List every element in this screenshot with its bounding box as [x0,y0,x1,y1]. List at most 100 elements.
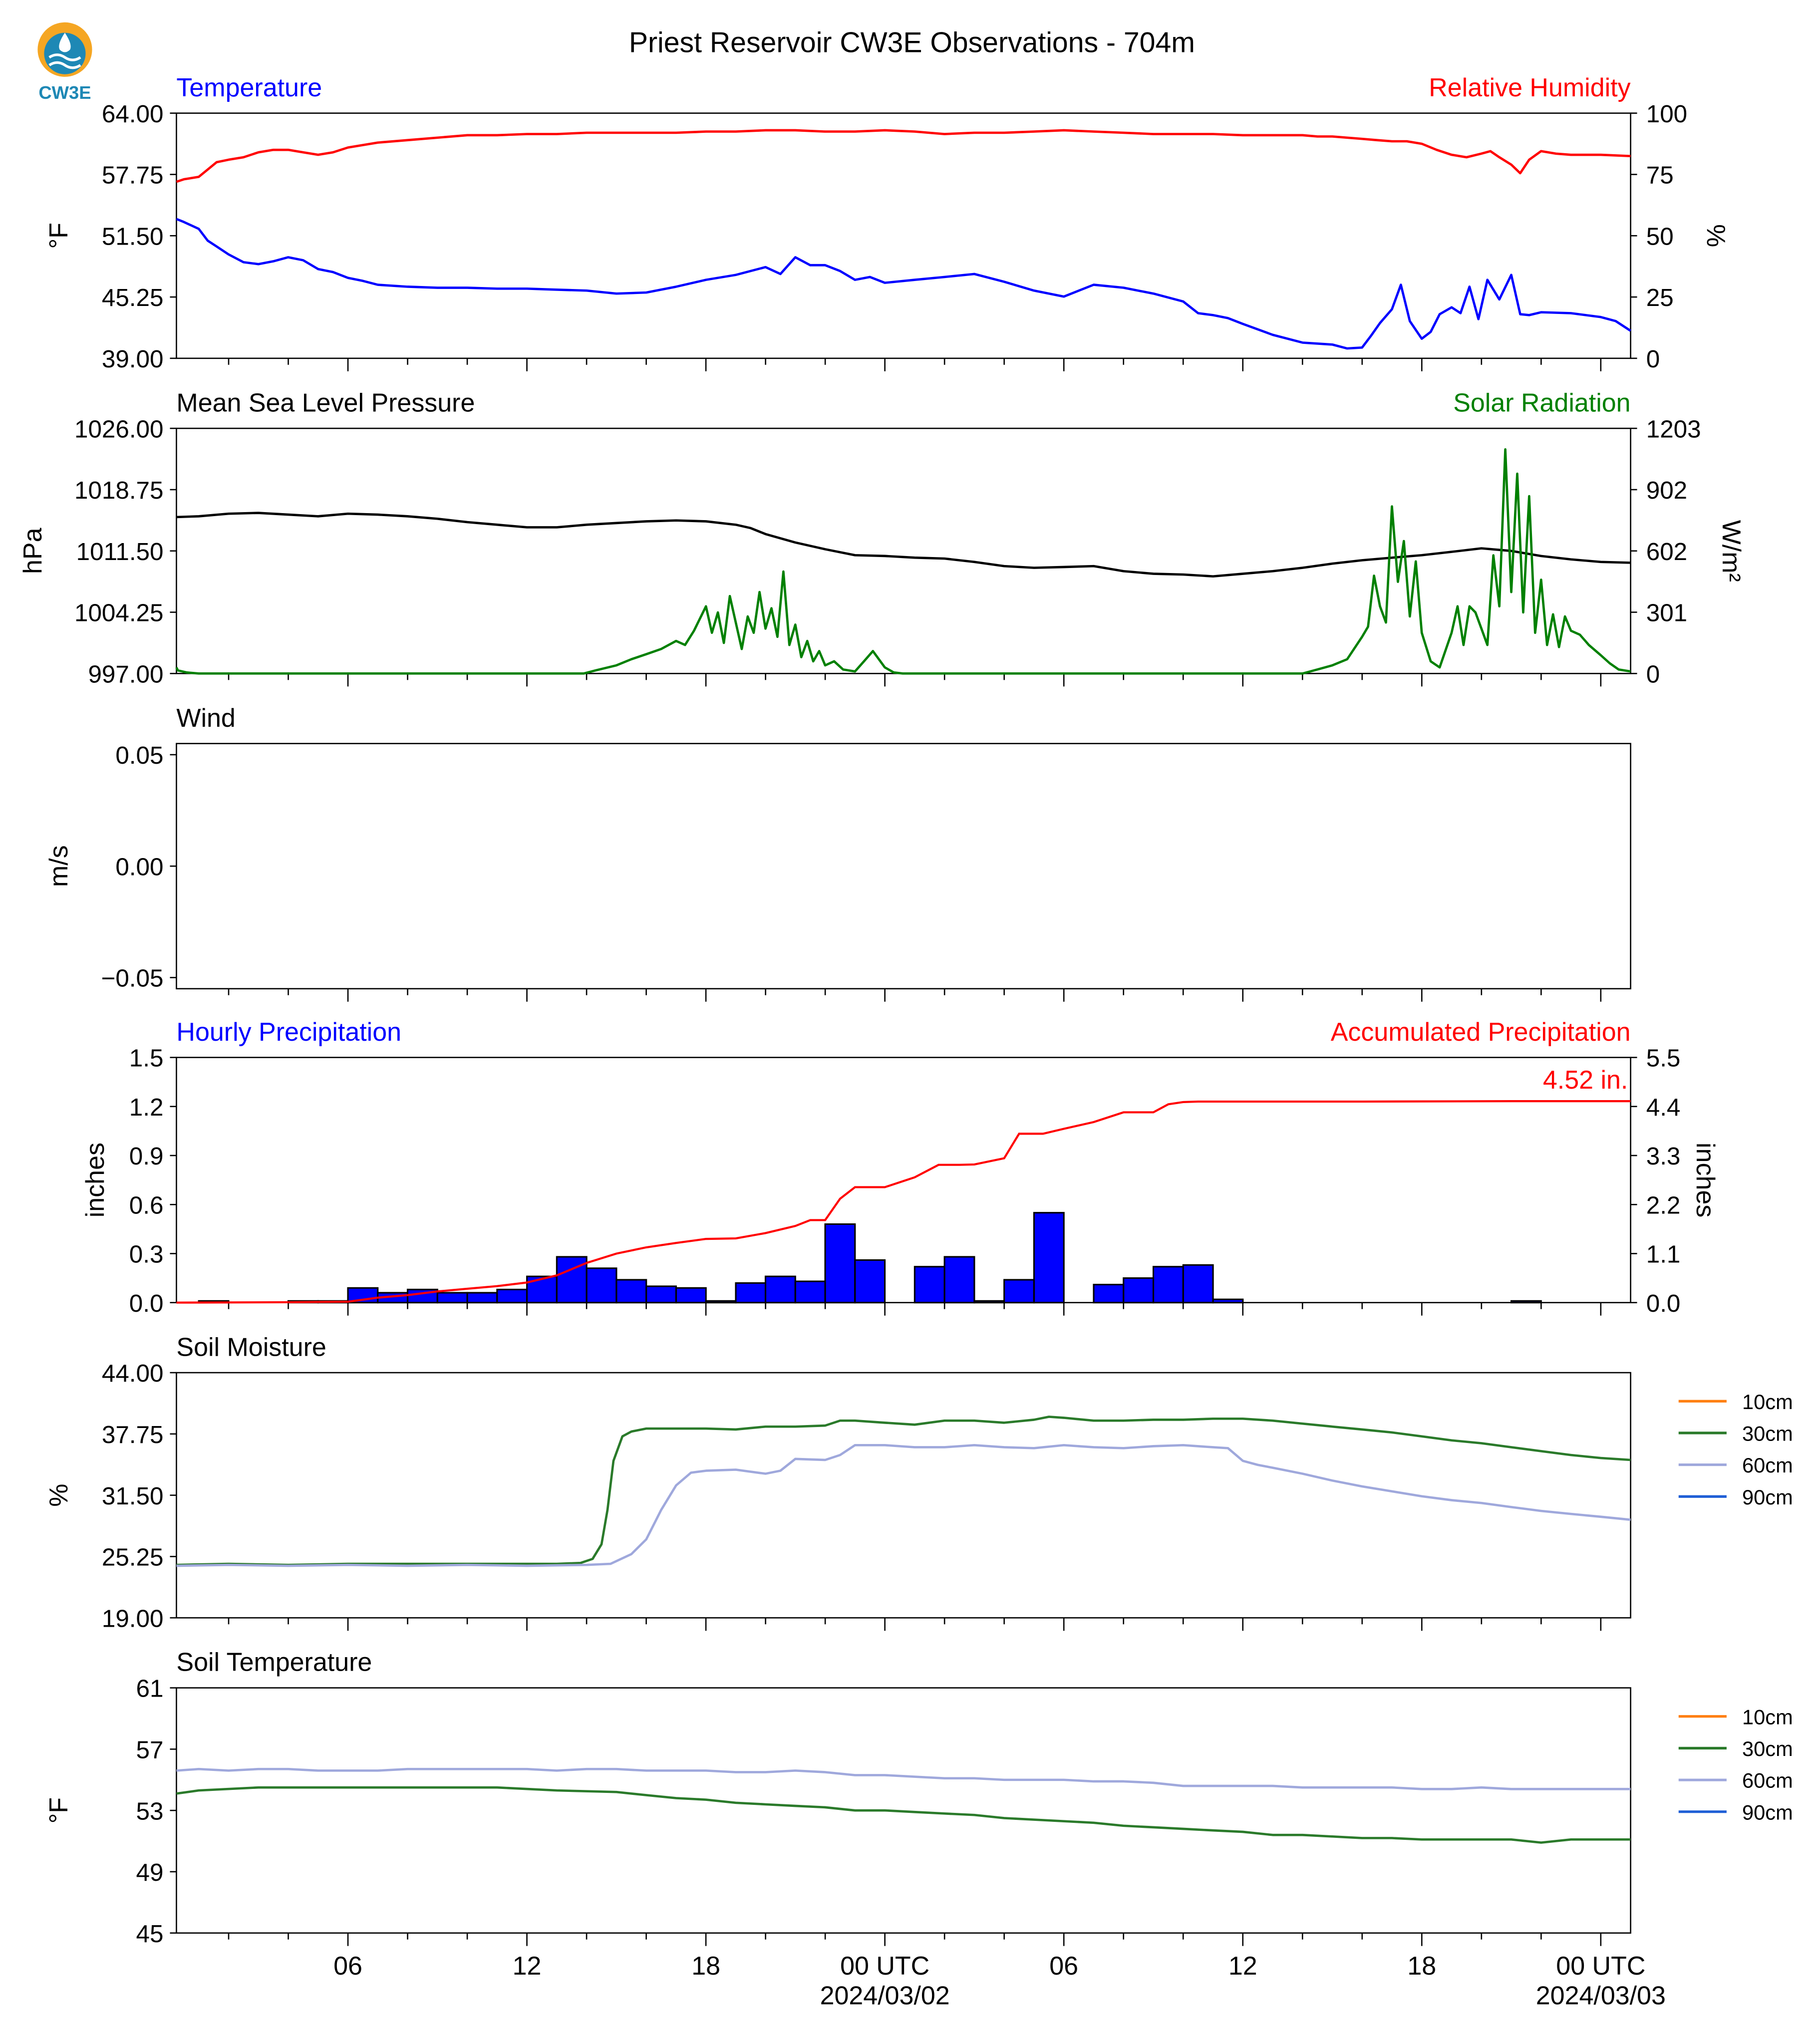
precip-bar [645,1285,677,1304]
y-axis-label-right: inches [1691,1143,1720,1217]
panel-temp_rh: Temperature Relative Humidity 39.00 45.25 51… [44,73,1730,373]
y-axis-label: m/s [44,845,73,887]
y-tick-label-right: 75 [1646,162,1674,189]
y-tick-label: 37.75 [102,1421,164,1449]
y-tick-label-right: 0 [1646,345,1660,373]
precip-bar [1003,1279,1035,1304]
panel-pressure_solar: Mean Sea Level Pressure Solar Radiation 99… [18,388,1746,688]
precip-bar [526,1275,558,1304]
x-tick-label: 06 [1049,1952,1078,1981]
y-tick-label: 0.0 [129,1290,164,1317]
x-tick-label: 18 [691,1952,720,1981]
legend-label-90cm: 90cm [1742,1800,1793,1824]
y-tick-label: 1004.25 [74,599,163,627]
precip-bar [913,1266,945,1304]
y-tick-label: 57.75 [102,162,164,189]
precip-bar [943,1256,975,1304]
y-tick-label: 31.50 [102,1482,164,1510]
legend-label-60cm: 60cm [1742,1453,1793,1477]
series-line-humidity [176,129,1631,183]
y-tick-label: 1018.75 [74,477,163,504]
y-tick-label-right: 100 [1646,100,1687,128]
y-tick-label-right: 4.4 [1646,1094,1681,1121]
y-tick-label-right: 25 [1646,284,1674,311]
y-tick-label: 61 [136,1675,164,1703]
x-tick-label: 00 UTC [840,1952,929,1981]
precip-bar [496,1288,528,1304]
y-tick-label: 45.25 [102,284,164,311]
precip-bar [1152,1266,1184,1304]
cw3e-logo: CW3E [37,22,92,103]
panel-precip: Hourly Precipitation Accumulated Precipit… [81,1018,1720,1317]
precip-bar [764,1275,796,1304]
y-tick-label: 53 [136,1797,164,1825]
panel-title-right: Accumulated Precipitation [1331,1018,1631,1047]
precip-bar [705,1300,737,1304]
y-tick-label: 0.05 [115,742,163,769]
legend-label-10cm: 10cm [1742,1705,1793,1729]
y-axis-label: °F [44,1797,73,1824]
precip-bar [1212,1298,1244,1304]
y-tick-label: 44.00 [102,1360,164,1387]
y-tick-label: 0.00 [115,853,163,880]
series-line-solar [175,448,1631,675]
y-axis-label: inches [81,1143,110,1217]
plot-frame [176,1057,1631,1304]
y-tick-label: 1.5 [129,1045,164,1072]
y-axis-label: % [44,1484,73,1507]
legend: 10cm 30cm 60cm 90cm [1678,1705,1793,1824]
accumulated-total-label: 4.52 in. [1543,1066,1628,1095]
precip-bar [675,1287,707,1304]
panel-title-left: Mean Sea Level Pressure [176,388,475,417]
panels: Temperature Relative Humidity 39.00 45.25 51… [18,73,1793,2011]
x-tick-label: 12 [513,1952,542,1981]
y-tick-label: 64.00 [102,100,164,128]
precip-bar [466,1292,498,1304]
precip-bar [794,1280,826,1304]
y-tick-label-right: 3.3 [1646,1143,1681,1170]
y-tick-label: 49 [136,1859,164,1886]
y-tick-label-right: 902 [1646,477,1687,504]
panel-title-left: Hourly Precipitation [176,1018,401,1047]
precip-bar [973,1300,1005,1304]
y-tick-label: 25.25 [102,1544,164,1571]
y-tick-label: 1011.50 [76,538,164,566]
y-tick-label: 0.3 [129,1241,164,1268]
logo-drop-icon [59,32,71,52]
series-line-60cm [176,1767,1631,1790]
series-line-30cm [176,1786,1631,1844]
y-axis-label: hPa [18,528,47,574]
precip-bar [854,1259,886,1304]
y-tick-label-right: 1.1 [1646,1241,1681,1268]
panel-soil_moisture: Soil Moisture 19.00 25.25 31.50 37.75 44.00% 1… [44,1333,1793,1632]
y-tick-label-right: 301 [1646,599,1687,627]
legend: 10cm 30cm 60cm 90cm [1678,1390,1793,1509]
series-line-30cm [176,1416,1631,1566]
precip-bar [436,1292,468,1304]
y-tick-label-right: 0 [1646,661,1660,688]
x-tick-label: 12 [1228,1952,1257,1981]
accumulated-precip-line [176,1100,1631,1304]
y-tick-label: 19.00 [102,1605,164,1632]
y-tick-label: 1.2 [129,1094,164,1121]
panel-wind: Wind −0.05 0.00 0.05 m/s [44,704,1631,1002]
panel-title-left: Temperature [176,73,322,102]
precip-bar [824,1223,856,1304]
x-date-label: 2024/03/03 [1536,1982,1666,2011]
logo-text: CW3E [38,82,91,103]
figure-title: Priest Reservoir CW3E Observations - 704… [629,27,1195,59]
legend-label-90cm: 90cm [1742,1485,1793,1509]
panel-title-left: Soil Temperature [176,1648,372,1677]
y-tick-label: −0.05 [101,965,164,992]
panel-title-left: Wind [176,704,235,733]
y-tick-label-right: 1203 [1646,415,1701,443]
y-tick-label: 57 [136,1737,164,1764]
panel-title-right: Solar Radiation [1453,388,1630,417]
y-tick-label: 0.6 [129,1191,164,1219]
y-tick-label: 997.00 [88,661,163,688]
precip-bar [615,1279,647,1304]
y-axis-label-right: W/m² [1717,520,1746,582]
x-tick-label: 18 [1407,1952,1436,1981]
